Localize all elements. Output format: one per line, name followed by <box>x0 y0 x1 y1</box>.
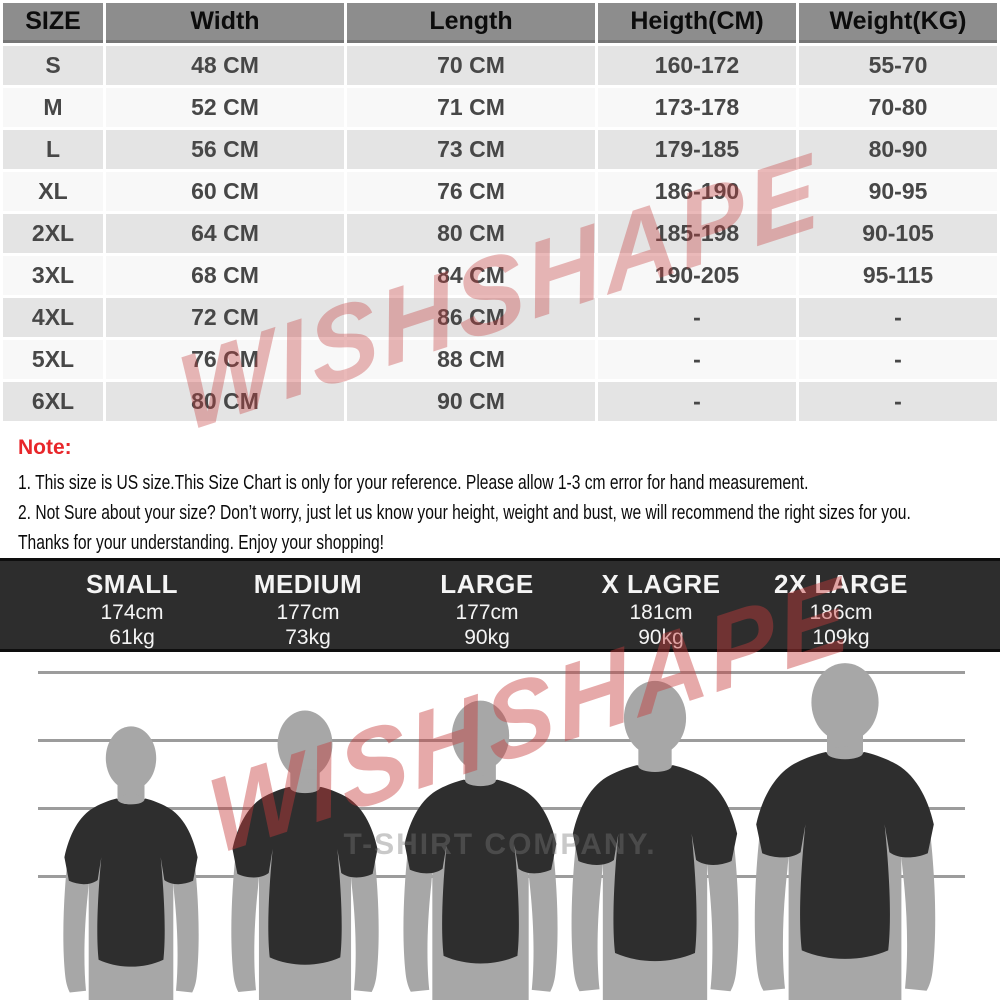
band-weight-value: 90kg <box>464 626 510 649</box>
height-line <box>38 671 965 674</box>
table-cell: 2XL <box>3 214 103 253</box>
table-cell: 185-198 <box>598 214 796 253</box>
band-column-small: SMALL 174cm 61kg <box>37 569 227 650</box>
note-line-2: 2. Not Sure about your size? Don’t worry… <box>18 502 911 524</box>
table-cell: 60 CM <box>106 172 344 211</box>
table-cell: 73 CM <box>347 130 595 169</box>
table-cell: 71 CM <box>347 88 595 127</box>
table-cell: 52 CM <box>106 88 344 127</box>
column-header-weight: Weight(KG) <box>799 3 997 43</box>
table-cell: 90 CM <box>347 382 595 421</box>
table-header-row: SIZE Width Length Heigth(CM) Weight(KG) <box>3 3 997 43</box>
band-column-medium: MEDIUM 177cm 73kg <box>213 569 403 650</box>
table-cell: 55-70 <box>799 46 997 85</box>
band-height-value: 181cm <box>629 601 693 624</box>
note-line-1: 1. This size is US size.This Size Chart … <box>18 472 809 494</box>
table-row: 3XL 68 CM 84 CM 190-205 95-115 <box>3 256 997 295</box>
band-column-2xlarge: 2X LARGE 186cm 109kg <box>746 569 936 650</box>
table-cell: 84 CM <box>347 256 595 295</box>
table-cell: 70 CM <box>347 46 595 85</box>
table-cell: 90-95 <box>799 172 997 211</box>
band-weight-value: 61kg <box>109 626 155 649</box>
band-size-label: X LAGRE <box>601 569 721 599</box>
band-column-large: LARGE 177cm 90kg <box>392 569 582 650</box>
table-cell: - <box>598 298 796 337</box>
column-header-length: Length <box>347 3 595 43</box>
table-cell: 6XL <box>3 382 103 421</box>
table-cell: 179-185 <box>598 130 796 169</box>
band-size-label: 2X LARGE <box>773 569 909 599</box>
table-cell: 80 CM <box>106 382 344 421</box>
table-cell: - <box>799 298 997 337</box>
table-cell: 160-172 <box>598 46 796 85</box>
band-weight-value: 90kg <box>638 626 684 649</box>
table-row: XL 60 CM 76 CM 186-190 90-95 <box>3 172 997 211</box>
note-line-3: Thanks for your understanding. Enjoy you… <box>18 532 384 554</box>
band-column-xlarge: X LAGRE 181cm 90kg <box>566 569 756 650</box>
band-size-label: SMALL <box>85 569 179 599</box>
table-cell: 4XL <box>3 298 103 337</box>
table-cell: L <box>3 130 103 169</box>
note-title: Note: <box>18 436 72 459</box>
table-cell: 72 CM <box>106 298 344 337</box>
size-table: SIZE Width Length Heigth(CM) Weight(KG) … <box>0 0 1000 424</box>
table-cell: 5XL <box>3 340 103 379</box>
table-cell: 76 CM <box>106 340 344 379</box>
table-cell: 56 CM <box>106 130 344 169</box>
table-row: 5XL 76 CM 88 CM - - <box>3 340 997 379</box>
table-cell: 86 CM <box>347 298 595 337</box>
table-cell: 190-205 <box>598 256 796 295</box>
table-cell: 64 CM <box>106 214 344 253</box>
table-cell: - <box>799 382 997 421</box>
table-cell: 90-105 <box>799 214 997 253</box>
table-cell: 76 CM <box>347 172 595 211</box>
table-row: 6XL 80 CM 90 CM - - <box>3 382 997 421</box>
band-height-value: 177cm <box>455 601 519 624</box>
table-row: M 52 CM 71 CM 173-178 70-80 <box>3 88 997 127</box>
table-row: 2XL 64 CM 80 CM 185-198 90-105 <box>3 214 997 253</box>
band-size-label: LARGE <box>440 569 534 599</box>
table-cell: XL <box>3 172 103 211</box>
table-cell: 68 CM <box>106 256 344 295</box>
band-height-value: 186cm <box>809 601 873 624</box>
backdrop-brand-text: T-SHIRT COMPANY. <box>343 828 657 861</box>
table-cell: 70-80 <box>799 88 997 127</box>
table-cell: 80 CM <box>347 214 595 253</box>
note-section: Note: 1. This size is US size.This Size … <box>18 436 993 558</box>
table-row: S 48 CM 70 CM 160-172 55-70 <box>3 46 997 85</box>
size-comparison-band: SMALL 174cm 61kg MEDIUM 177cm 73kg LARGE… <box>0 558 1000 652</box>
table-row: L 56 CM 73 CM 179-185 80-90 <box>3 130 997 169</box>
column-header-width: Width <box>106 3 344 43</box>
table-cell: 48 CM <box>106 46 344 85</box>
column-header-size: SIZE <box>3 3 103 43</box>
table-cell: 95-115 <box>799 256 997 295</box>
table-cell: 3XL <box>3 256 103 295</box>
table-cell: - <box>598 340 796 379</box>
table-cell: 80-90 <box>799 130 997 169</box>
band-height-value: 174cm <box>100 601 164 624</box>
table-cell: - <box>598 382 796 421</box>
band-height-value: 177cm <box>276 601 340 624</box>
band-size-label: MEDIUM <box>253 569 363 599</box>
table-cell: 173-178 <box>598 88 796 127</box>
table-cell: M <box>3 88 103 127</box>
band-weight-value: 109kg <box>812 626 870 649</box>
table-cell: 186-190 <box>598 172 796 211</box>
table-cell: S <box>3 46 103 85</box>
table-row: 4XL 72 CM 86 CM - - <box>3 298 997 337</box>
band-weight-value: 73kg <box>285 626 331 649</box>
table-cell: 88 CM <box>347 340 595 379</box>
table-cell: - <box>799 340 997 379</box>
column-header-height: Heigth(CM) <box>598 3 796 43</box>
